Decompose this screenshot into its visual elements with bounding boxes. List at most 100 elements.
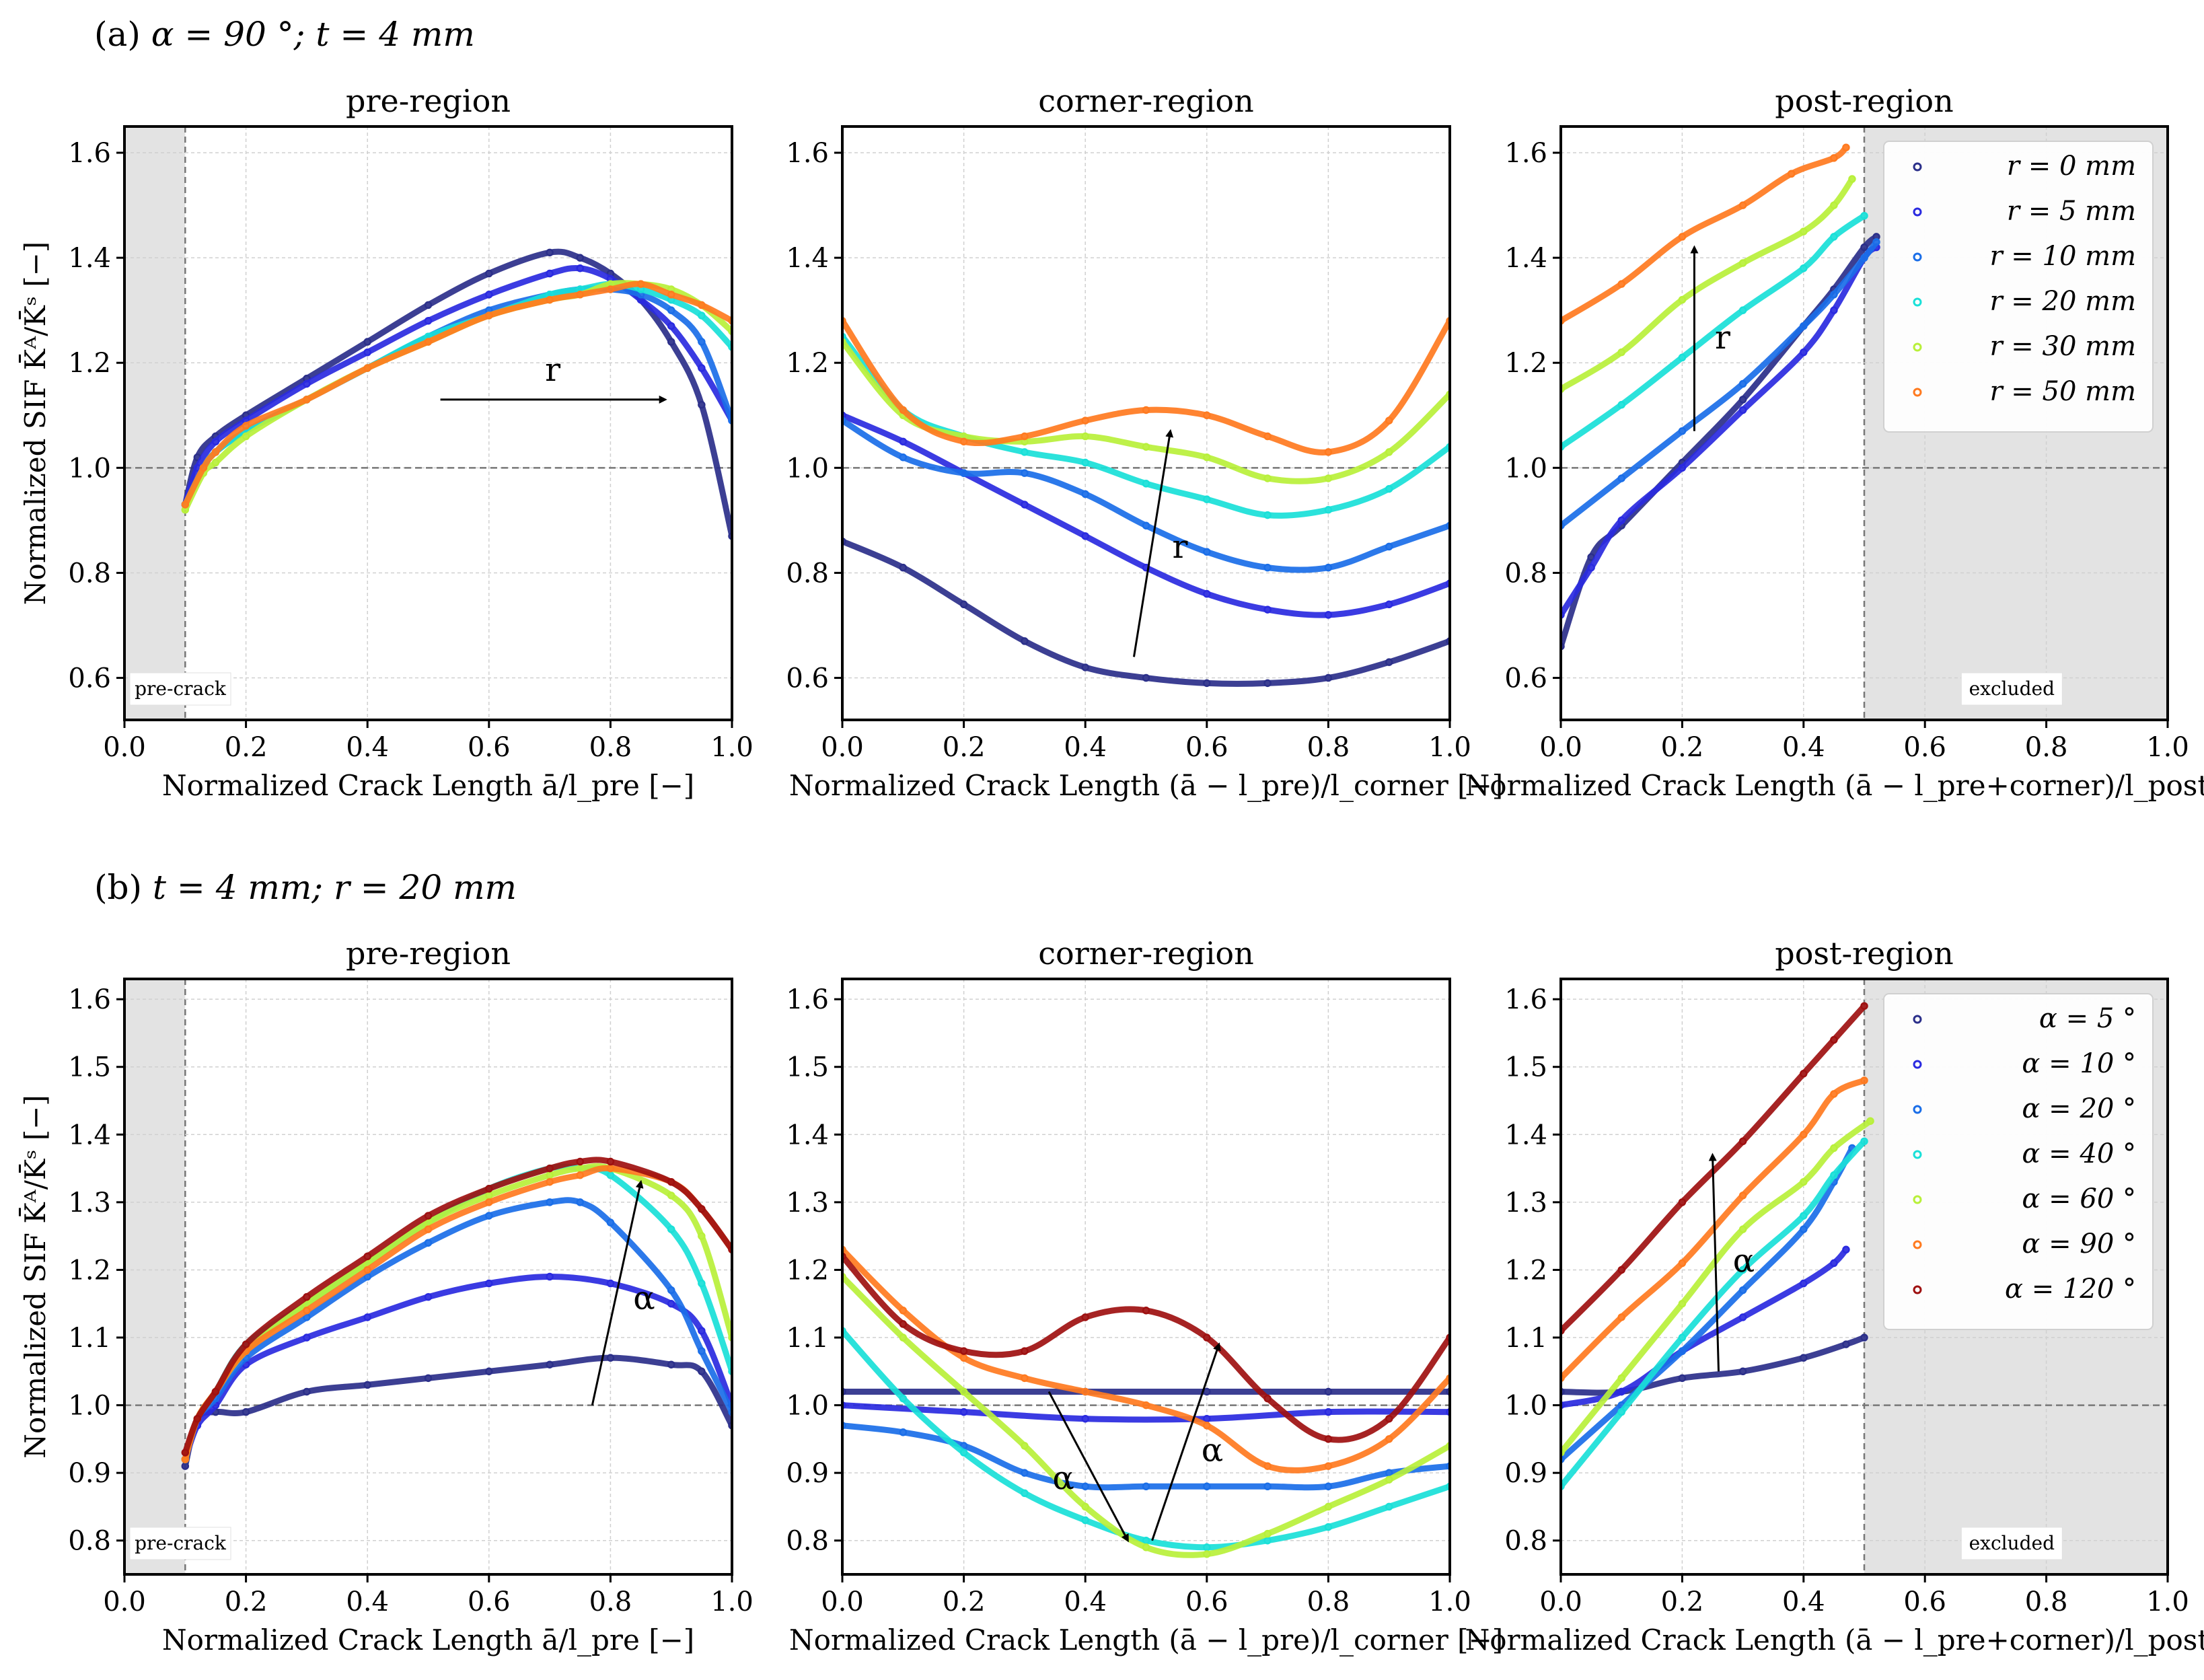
data-point xyxy=(1081,1516,1089,1525)
y-tick-label: 1.4 xyxy=(786,243,829,274)
data-point xyxy=(698,1367,706,1376)
data-point xyxy=(1203,1550,1211,1558)
x-tick-label: 1.0 xyxy=(1428,732,1471,763)
data-point xyxy=(1830,1171,1838,1179)
data-point xyxy=(1800,264,1808,272)
y-tick-label: 0.8 xyxy=(786,558,829,589)
data-point xyxy=(1446,390,1450,398)
data-point xyxy=(1021,1374,1029,1383)
data-point xyxy=(1587,563,1595,572)
data-point xyxy=(1203,1422,1211,1430)
legend-entry: α = 120 ° xyxy=(2005,1274,2136,1305)
data-point xyxy=(1446,1387,1450,1396)
data-point xyxy=(1446,579,1450,587)
data-point xyxy=(1203,453,1211,462)
data-point xyxy=(1324,1523,1333,1531)
data-point xyxy=(959,437,968,446)
y-tick-label: 1.0 xyxy=(1504,1391,1547,1422)
data-point xyxy=(1561,1374,1565,1383)
data-point xyxy=(1561,642,1565,651)
data-point xyxy=(1860,1002,1868,1010)
x-tick-label: 0.6 xyxy=(1903,1586,1946,1617)
data-point xyxy=(576,264,584,272)
pre-crack-region xyxy=(124,979,186,1574)
y-tick-label: 0.9 xyxy=(1504,1458,1547,1489)
data-point xyxy=(242,1340,250,1348)
data-point xyxy=(485,1185,493,1193)
series-line xyxy=(182,280,732,513)
x-tick-label: 0.8 xyxy=(2025,732,2068,763)
data-point xyxy=(1561,1449,1565,1457)
data-point xyxy=(1738,1313,1747,1321)
data-point xyxy=(1142,521,1150,529)
y-tick-label: 0.9 xyxy=(68,1458,111,1489)
series-line xyxy=(1561,1144,1856,1463)
legend-marker xyxy=(1913,1015,1922,1024)
data-point xyxy=(546,1198,554,1206)
x-axis-label: Normalized Crack Length (ā − l_pre)/l_co… xyxy=(789,769,1503,802)
data-point xyxy=(181,1449,190,1457)
legend-entry: α = 10 ° xyxy=(2022,1048,2136,1079)
data-point xyxy=(1738,1225,1747,1233)
data-point xyxy=(1446,1482,1450,1491)
data-point xyxy=(1142,673,1150,682)
data-point xyxy=(211,437,220,446)
data-point xyxy=(842,1252,846,1261)
chart-title: corner-region xyxy=(1038,83,1254,119)
y-tick-label: 0.8 xyxy=(1504,1526,1547,1557)
y-tick-label: 1.3 xyxy=(68,1188,111,1218)
data-point xyxy=(1203,411,1211,420)
series-line xyxy=(842,412,1450,618)
x-tick-label: 0.8 xyxy=(2025,1586,2068,1617)
data-point xyxy=(1021,1347,1029,1355)
data-point xyxy=(181,501,190,509)
chart-title: post-region xyxy=(1775,935,1953,972)
data-point xyxy=(303,1387,311,1396)
data-point xyxy=(1385,1475,1393,1484)
data-point xyxy=(485,312,493,320)
data-point xyxy=(842,1272,846,1281)
data-point xyxy=(899,437,908,446)
data-point xyxy=(1324,1462,1333,1470)
series-line xyxy=(1561,1002,1868,1334)
data-point xyxy=(698,1205,706,1213)
series-line xyxy=(842,417,1450,573)
series-line xyxy=(1561,1077,1868,1381)
data-point xyxy=(1081,490,1089,499)
legend-marker xyxy=(1913,1060,1922,1069)
y-tick-label: 1.6 xyxy=(786,984,829,1015)
data-point xyxy=(959,600,968,609)
data-point xyxy=(485,1367,493,1376)
data-point xyxy=(606,285,615,293)
x-tick-label: 1.0 xyxy=(710,732,754,763)
data-point xyxy=(424,1212,433,1220)
data-point xyxy=(842,1422,846,1430)
data-point xyxy=(1446,1334,1450,1342)
data-point xyxy=(193,1414,202,1423)
y-tick-label: 1.2 xyxy=(786,348,829,379)
data-point xyxy=(667,291,675,299)
data-point xyxy=(303,1307,311,1315)
data-point xyxy=(698,1232,706,1240)
row-label-prefix: (b) xyxy=(94,868,153,907)
x-tick-label: 0.4 xyxy=(346,1586,389,1617)
data-point xyxy=(1860,254,1868,262)
data-point xyxy=(728,416,732,425)
data-point xyxy=(363,364,371,372)
chart-panel-1-0: 0.0 0.2 0.4 0.6 0.8 1.0 0.8 0.9 1.0 1.1 1.2 1.3 1.4 1… xyxy=(17,935,753,1656)
data-point xyxy=(1021,432,1029,441)
series-line xyxy=(842,1327,1450,1551)
trend-arrow-label: α xyxy=(633,1280,655,1317)
data-point xyxy=(899,1394,908,1403)
data-point xyxy=(1872,238,1880,246)
data-point xyxy=(424,338,433,346)
data-point xyxy=(667,1299,675,1308)
data-point xyxy=(303,1334,311,1342)
data-point xyxy=(1678,1299,1687,1308)
pre-crack-region xyxy=(124,126,186,720)
data-point xyxy=(1021,1489,1029,1498)
x-tick-label: 0.6 xyxy=(1903,732,1946,763)
legend-marker xyxy=(1913,252,1922,262)
chart-title: pre-region xyxy=(346,935,511,972)
legend-marker xyxy=(1913,1240,1922,1249)
